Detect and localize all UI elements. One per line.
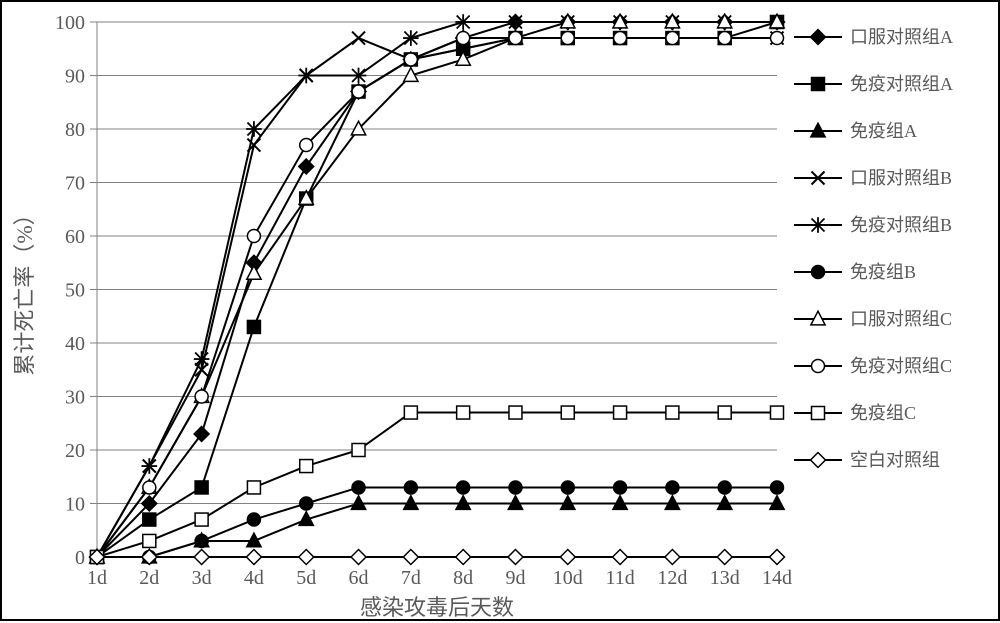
legend-label: 免疫组A (850, 121, 917, 141)
svg-text:9d: 9d (505, 567, 525, 589)
legend-label: 免疫对照组C (850, 356, 952, 376)
series-免疫组A (97, 504, 777, 558)
chart-container: 0 10 20 30 40 50 60 70 80 90 100 1d 2d 3d 4d 5d 6d 7d 8d 9d… (0, 0, 1000, 621)
series-免疫对照组C (97, 38, 777, 557)
x-axis-title: 感染攻毒后天数 (360, 595, 514, 620)
legend-label: 口服对照组B (850, 168, 952, 188)
svg-text:0: 0 (75, 547, 85, 569)
svg-text:60: 60 (65, 226, 85, 248)
svg-text:6d: 6d (349, 567, 369, 589)
svg-text:1d: 1d (87, 567, 107, 589)
legend-label: 空白对照组 (850, 450, 940, 470)
legend-label: 口服对照组A (850, 27, 953, 47)
legend-label: 免疫对照组A (850, 74, 953, 94)
svg-text:5d: 5d (296, 567, 316, 589)
svg-text:80: 80 (65, 119, 85, 141)
svg-text:30: 30 (65, 387, 85, 409)
svg-text:12d: 12d (657, 567, 687, 589)
line-chart: 0 10 20 30 40 50 60 70 80 90 100 1d 2d 3d 4d 5d 6d 7d 8d 9d… (2, 2, 1000, 623)
svg-text:2d: 2d (139, 567, 159, 589)
svg-text:3d: 3d (192, 567, 212, 589)
svg-text:20: 20 (65, 440, 85, 462)
svg-text:7d: 7d (401, 567, 421, 589)
svg-text:40: 40 (65, 333, 85, 355)
svg-text:10d: 10d (553, 567, 583, 589)
svg-text:8d: 8d (453, 567, 473, 589)
svg-text:4d: 4d (244, 567, 264, 589)
y-axis-title: 累计死亡率（%） (12, 203, 37, 375)
svg-text:11d: 11d (605, 567, 634, 589)
svg-text:90: 90 (65, 66, 85, 88)
series-口服对照组B (97, 38, 777, 557)
svg-text:10: 10 (65, 494, 85, 516)
legend-label: 口服对照组C (850, 309, 952, 329)
svg-text:100: 100 (55, 12, 85, 34)
legend-label: 免疫组B (850, 262, 916, 282)
svg-text:13d: 13d (710, 567, 740, 589)
svg-text:14d: 14d (762, 567, 792, 589)
legend-label: 免疫组C (850, 403, 916, 423)
legend-label: 免疫对照组B (850, 215, 952, 235)
svg-text:70: 70 (65, 173, 85, 195)
svg-text:50: 50 (65, 280, 85, 302)
